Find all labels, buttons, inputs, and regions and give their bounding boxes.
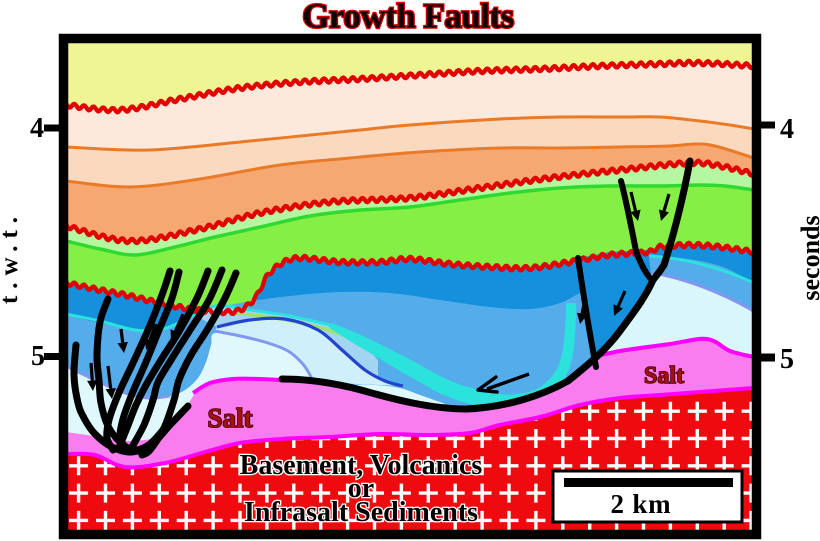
svg-text:t.w.t.: t.w.t. [0, 210, 23, 304]
svg-text:seconds: seconds [796, 215, 820, 300]
svg-text:Growth Faults: Growth Faults [302, 0, 514, 36]
svg-text:4: 4 [30, 113, 44, 144]
svg-text:4: 4 [780, 114, 794, 145]
svg-text:Infrasalt Sediments: Infrasalt Sediments [244, 497, 478, 528]
svg-text:Salt: Salt [644, 363, 684, 389]
svg-text:5: 5 [31, 341, 45, 372]
svg-text:2 km: 2 km [611, 489, 672, 519]
svg-text:Basement, Volcanics: Basement, Volcanics [240, 450, 483, 481]
svg-text:or: or [348, 473, 374, 504]
svg-text:Salt: Salt [207, 403, 252, 433]
svg-text:5: 5 [780, 344, 794, 375]
